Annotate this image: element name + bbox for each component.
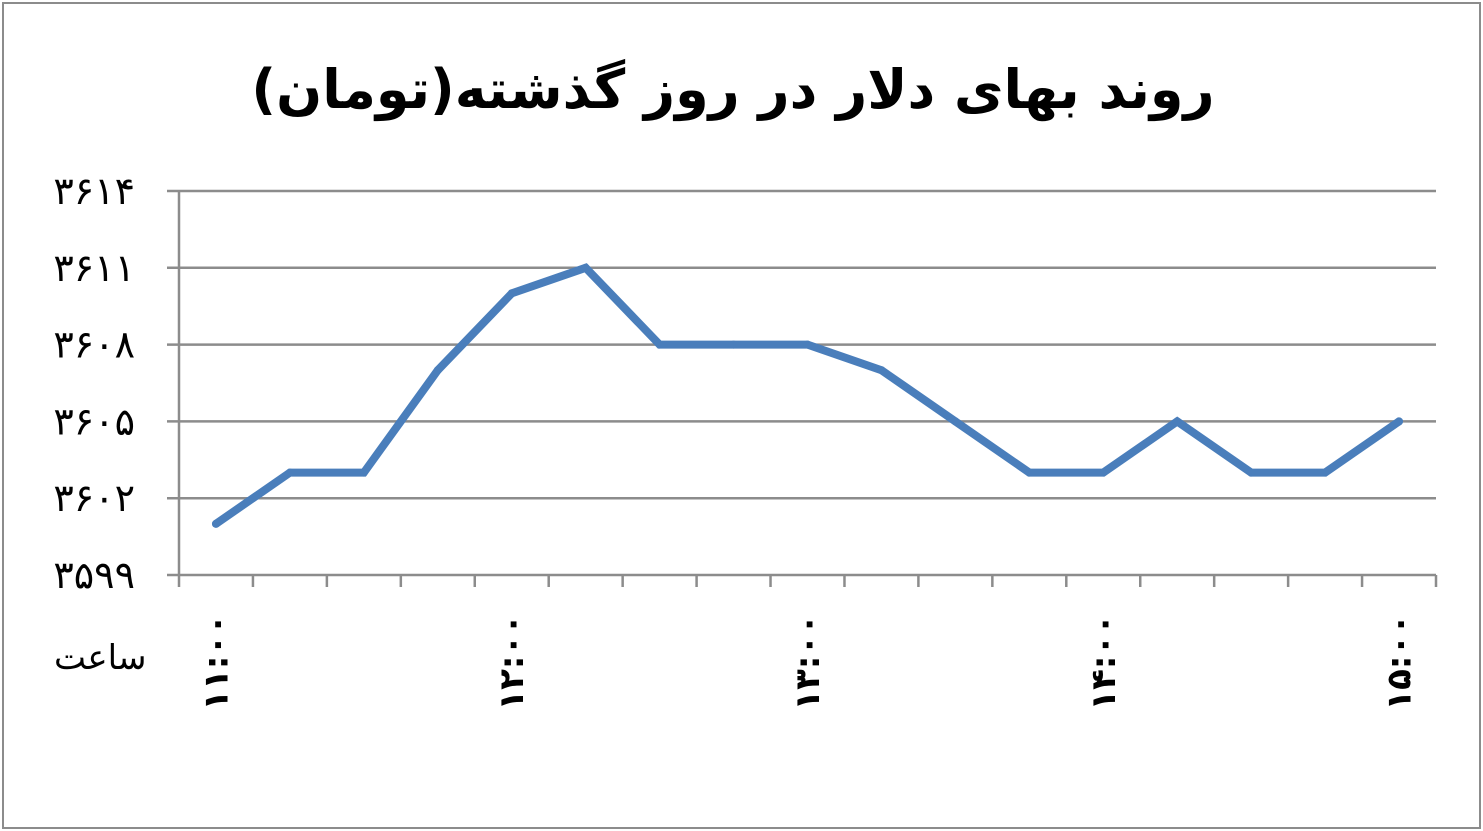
x-tick-label: ۱۱:۰۰ — [196, 614, 236, 711]
data-point — [581, 263, 590, 272]
y-tick-label: ۳۶۰۸ — [53, 323, 135, 367]
data-point — [655, 340, 664, 349]
y-tick-label: ۳۵۹۹ — [53, 553, 135, 597]
data-point — [729, 340, 738, 349]
data-point — [507, 289, 516, 298]
data-point — [877, 366, 886, 375]
dollar-price-line — [211, 263, 1404, 528]
data-point — [803, 340, 812, 349]
x-tick-label: ۱۳:۰۰ — [788, 614, 828, 711]
data-point — [1099, 468, 1108, 477]
data-point — [1025, 468, 1034, 477]
y-tick-label: ۳۶۰۵ — [53, 399, 135, 443]
data-point — [211, 519, 220, 528]
x-tick-label: ۱۲:۰۰ — [492, 614, 532, 711]
data-point — [951, 417, 960, 426]
data-point — [433, 366, 442, 375]
y-tick-label: ۳۶۰۲ — [53, 476, 135, 520]
y-tick-label: ۳۶۱۱ — [53, 246, 135, 290]
chart-title: روند بهای دلار در روز گذشته(تومان) — [251, 58, 1215, 121]
y-tick-label: ۳۶۱۴ — [53, 169, 135, 213]
data-point — [1321, 468, 1330, 477]
data-point — [1395, 417, 1404, 426]
data-point — [1173, 417, 1182, 426]
x-tick-label: ۱۴:۰۰ — [1084, 614, 1124, 711]
data-point — [359, 468, 368, 477]
x-axis-label: ساعت — [54, 638, 147, 678]
x-tick-label: ۱۵:۰۰ — [1380, 614, 1420, 711]
data-point — [1247, 468, 1256, 477]
data-point — [285, 468, 294, 477]
